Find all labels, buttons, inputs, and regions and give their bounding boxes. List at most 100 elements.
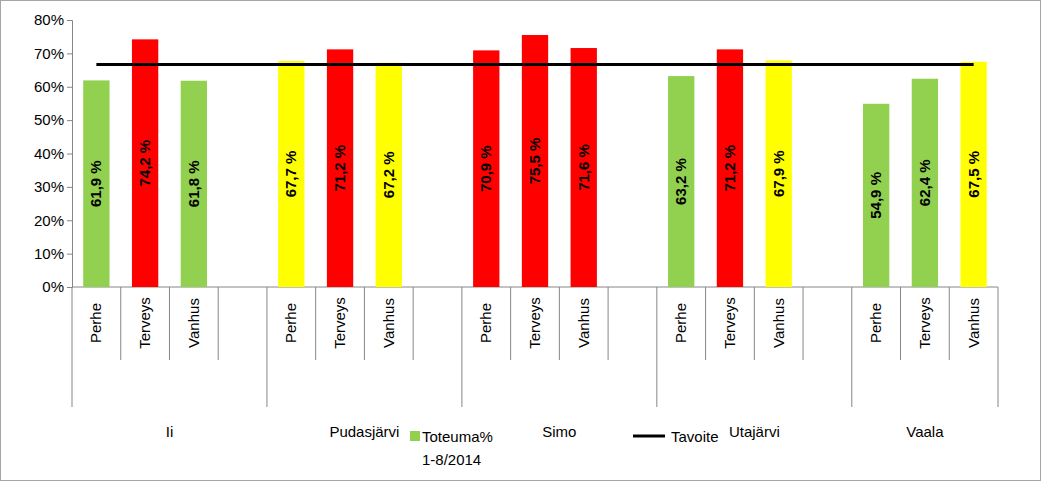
group-separator	[656, 287, 657, 407]
y-axis: 0% 10% 20% 30% 40% 50% 60% 70% 80%	[34, 11, 73, 295]
legend-label: Tavoite	[671, 428, 719, 445]
y-tick: 60%	[34, 78, 72, 95]
group-label: Pudasjärvi	[329, 423, 399, 440]
data-label: 67,7 %	[282, 151, 299, 198]
bar	[83, 80, 109, 287]
y-tick-mark	[67, 187, 72, 188]
bar	[473, 50, 499, 287]
group-label: Utajärvi	[729, 423, 780, 440]
y-tick-label: 10%	[34, 245, 64, 262]
y-tick-mark	[67, 87, 72, 88]
bar	[766, 60, 792, 287]
group-separator	[461, 287, 462, 407]
data-label: 61,8 %	[185, 161, 202, 208]
data-label: 61,9 %	[87, 160, 104, 207]
category-separator	[559, 287, 560, 360]
x-axis: Perhe Terveys Vanhus Perhe Terveys Vanhus Perh…	[72, 287, 998, 440]
legend: Toteuma%1-8/2014 Tavoite	[410, 428, 719, 468]
data-label: 54,9 %	[867, 172, 884, 219]
bar	[522, 35, 548, 287]
group-separator	[998, 287, 999, 407]
legend-swatch	[633, 435, 665, 438]
y-tick-label: 30%	[34, 178, 64, 195]
category-separator	[510, 287, 511, 360]
bar	[960, 62, 986, 287]
data-label: 62,4 %	[916, 160, 933, 207]
bar	[376, 63, 402, 287]
category-separator	[315, 287, 316, 360]
chart: 0% 10% 20% 30% 40% 50% 60% 70% 80% Perhe Terveys Va…	[0, 0, 1041, 481]
bar	[912, 79, 938, 287]
y-tick-label: 60%	[34, 78, 64, 95]
data-label: 67,9 %	[770, 150, 787, 197]
y-tick-label: 70%	[34, 45, 64, 62]
data-label: 67,2 %	[380, 152, 397, 199]
category-separator	[900, 287, 901, 360]
category-label: Terveys	[721, 297, 738, 349]
y-tick-mark	[67, 154, 72, 155]
y-tick-mark	[67, 120, 72, 121]
group-label: Simo	[542, 423, 576, 440]
category-separator	[949, 287, 950, 360]
y-tick: 20%	[34, 212, 72, 229]
category-label: Perhe	[87, 303, 104, 343]
category-separator	[218, 287, 219, 360]
category-separator	[169, 287, 170, 360]
y-tick-mark	[67, 220, 72, 221]
y-tick: 40%	[34, 145, 72, 162]
y-tick-label: 50%	[34, 111, 64, 128]
y-tick-label: 20%	[34, 212, 64, 229]
data-label: 75,5 %	[526, 138, 543, 185]
bar	[863, 104, 889, 287]
category-separator	[413, 287, 414, 360]
category-label: Terveys	[136, 297, 153, 349]
group-separator	[72, 287, 73, 407]
bar	[132, 39, 158, 287]
data-label: 63,2 %	[672, 158, 689, 205]
y-tick-label: 80%	[34, 11, 64, 28]
category-label: Vanhus	[185, 298, 202, 348]
category-label: Vanhus	[380, 298, 397, 348]
category-separator	[364, 287, 365, 360]
data-label: 71,6 %	[575, 144, 592, 191]
plot-marks	[83, 35, 987, 287]
category-label: Perhe	[477, 303, 494, 343]
legend-item: Tavoite	[633, 428, 719, 445]
chart-frame	[1, 1, 1041, 481]
y-tick-mark	[67, 287, 72, 288]
bar	[327, 49, 353, 287]
category-separator	[754, 287, 755, 360]
group-label: Vaala	[906, 423, 944, 440]
group-label: Ii	[166, 423, 174, 440]
category-label: Vanhus	[965, 298, 982, 348]
y-tick: 10%	[34, 245, 72, 262]
category-separator	[120, 287, 121, 360]
y-tick: 50%	[34, 111, 72, 128]
category-label: Vanhus	[770, 298, 787, 348]
bar	[717, 49, 743, 287]
category-label: Terveys	[526, 297, 543, 349]
legend-label-line: 1-8/2014	[422, 451, 481, 468]
bar	[571, 48, 597, 287]
bar	[278, 61, 304, 287]
y-tick: 80%	[34, 11, 72, 28]
group-separator	[851, 287, 852, 407]
category-separator	[705, 287, 706, 360]
legend-swatch	[410, 431, 420, 441]
category-separator	[608, 287, 609, 360]
y-tick-label: 0%	[42, 278, 64, 295]
y-axis-line	[67, 21, 73, 288]
legend-label-line: Tavoite	[671, 428, 719, 445]
y-tick: 0%	[42, 278, 72, 295]
bar	[181, 81, 207, 287]
category-label: Perhe	[867, 303, 884, 343]
legend-item: Toteuma%1-8/2014	[410, 428, 493, 468]
y-tick-label: 40%	[34, 145, 64, 162]
category-label: Terveys	[916, 297, 933, 349]
data-label: 74,2 %	[136, 140, 153, 187]
data-label: 71,2 %	[331, 145, 348, 192]
y-tick: 30%	[34, 178, 72, 195]
category-label: Vanhus	[575, 298, 592, 348]
y-tick-mark	[67, 53, 72, 54]
data-labels: 61,9 %74,2 %61,8 %67,7 %71,2 %67,2 %70,9…	[87, 138, 981, 219]
